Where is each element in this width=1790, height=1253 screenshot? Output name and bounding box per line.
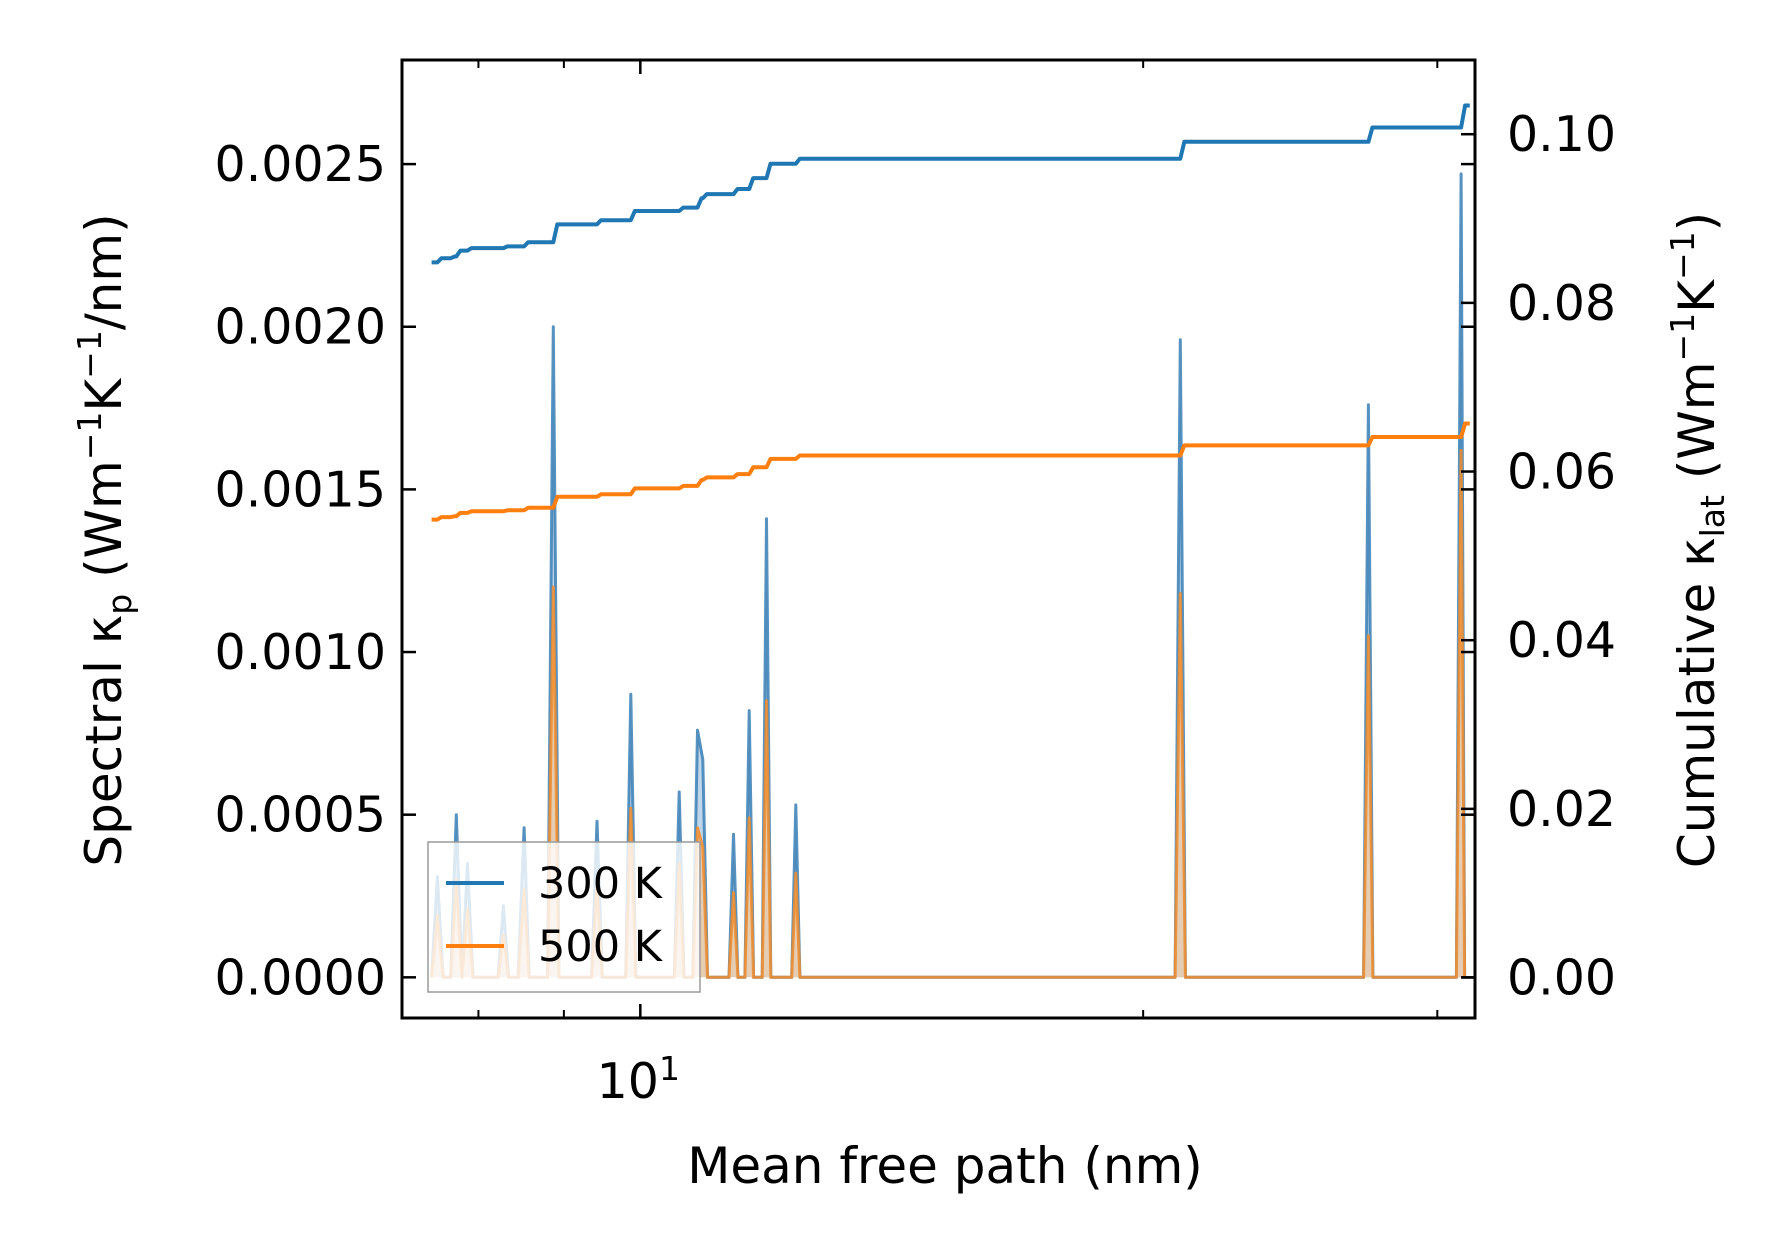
x-axis-label: Mean free path (nm): [687, 1137, 1203, 1195]
right-tick-label: 0.00: [1507, 950, 1616, 1007]
left-tick-label: 0.0025: [215, 136, 386, 193]
right-tick-label: 0.02: [1507, 781, 1616, 838]
right-tick-label: 0.10: [1507, 106, 1616, 163]
left-tick-label: 0.0010: [215, 624, 386, 681]
cumulative-line-300k: [431, 103, 1470, 265]
left-tick-label: 0.0005: [215, 787, 386, 844]
left-axis-ticks: 0.0000 0.0005 0.0010 0.0015 0.0020 0.0025: [215, 136, 1475, 1006]
legend-box: [427, 841, 701, 993]
legend-label-300k: 300 K: [538, 859, 664, 909]
legend: 300 K 500 K: [427, 841, 701, 993]
right-axis-label: Cumulative κlat (Wm−1K−1): [1663, 212, 1732, 868]
cumulative-line-500k: [431, 421, 1470, 522]
left-tick-label: 0.0020: [215, 299, 386, 356]
left-axis-label: Spectral κp (Wm−1K−1/nm): [70, 213, 139, 866]
right-tick-label: 0.08: [1507, 275, 1616, 332]
x-axis-ticks: 101: [477, 60, 1439, 1110]
left-tick-label: 0.0015: [215, 461, 386, 518]
left-tick-label: 0.0000: [215, 949, 386, 1006]
right-axis-ticks: 0.00 0.02 0.04 0.06 0.08 0.10: [1461, 106, 1616, 1007]
right-tick-label: 0.04: [1507, 612, 1616, 669]
x-tick-label: 101: [597, 1049, 680, 1110]
legend-label-500k: 500 K: [538, 922, 664, 972]
plot-frame: [400, 58, 1477, 1020]
right-tick-label: 0.06: [1507, 444, 1616, 501]
